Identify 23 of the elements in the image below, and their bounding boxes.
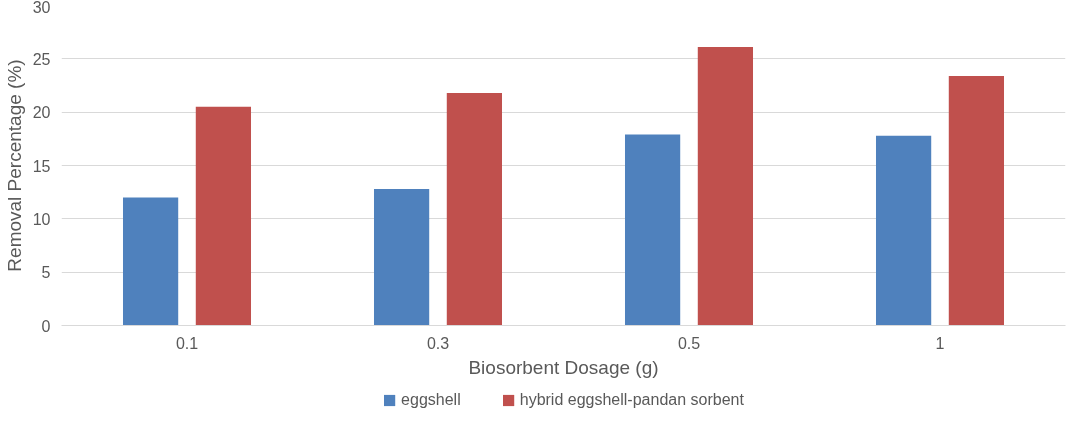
x-tick-label: 0.1 <box>175 334 199 352</box>
bar <box>195 106 252 326</box>
y-tick-label: 0 <box>41 317 51 335</box>
y-axis-title: Removal Percentage (%) <box>3 59 25 272</box>
bar <box>624 134 681 326</box>
x-tick-label: 1 <box>935 334 945 352</box>
y-tick-label: 15 <box>32 157 51 175</box>
y-tick-label: 20 <box>32 104 51 122</box>
y-tick-label: 10 <box>32 210 51 228</box>
bar <box>875 135 932 326</box>
bar <box>697 47 754 326</box>
legend-label: eggshell <box>401 391 461 409</box>
bar <box>373 188 430 326</box>
bar <box>948 75 1005 326</box>
bar <box>122 197 179 326</box>
x-tick-label: 0.5 <box>677 334 701 352</box>
y-tick-label: 30 <box>32 0 51 16</box>
x-axis-title: Biosorbent Dosage (g) <box>468 356 659 378</box>
y-tick-label: 25 <box>32 50 51 68</box>
x-tick-label: 0.3 <box>426 334 450 352</box>
bar <box>446 92 503 326</box>
y-tick-label: 5 <box>41 264 51 282</box>
legend-label: hybrid eggshell-pandan sorbent <box>519 391 744 409</box>
